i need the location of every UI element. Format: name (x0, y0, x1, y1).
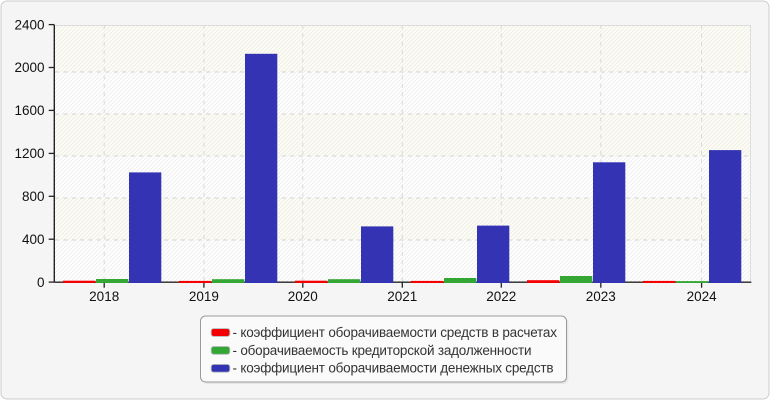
svg-text:800: 800 (22, 189, 45, 204)
svg-text:2022: 2022 (486, 289, 516, 304)
svg-text:2000: 2000 (14, 60, 44, 75)
svg-text:2018: 2018 (89, 289, 119, 304)
svg-text:1200: 1200 (14, 146, 44, 161)
svg-text:0: 0 (37, 275, 45, 290)
svg-text:2023: 2023 (586, 289, 616, 304)
svg-text:- оборачиваемость кредиторской: - оборачиваемость кредиторской задолженн… (233, 343, 532, 358)
svg-text:- коэффициент оборачиваемости: - коэффициент оборачиваемости средств в … (233, 325, 558, 340)
svg-text:- коэффициент оборачиваемости: - коэффициент оборачиваемости денежных с… (233, 361, 554, 376)
svg-text:400: 400 (22, 232, 45, 247)
svg-text:2024: 2024 (687, 289, 718, 304)
svg-text:2400: 2400 (14, 17, 44, 32)
svg-text:2019: 2019 (189, 289, 219, 304)
svg-text:2021: 2021 (387, 289, 417, 304)
svg-text:2020: 2020 (288, 289, 318, 304)
svg-text:1600: 1600 (14, 103, 44, 118)
